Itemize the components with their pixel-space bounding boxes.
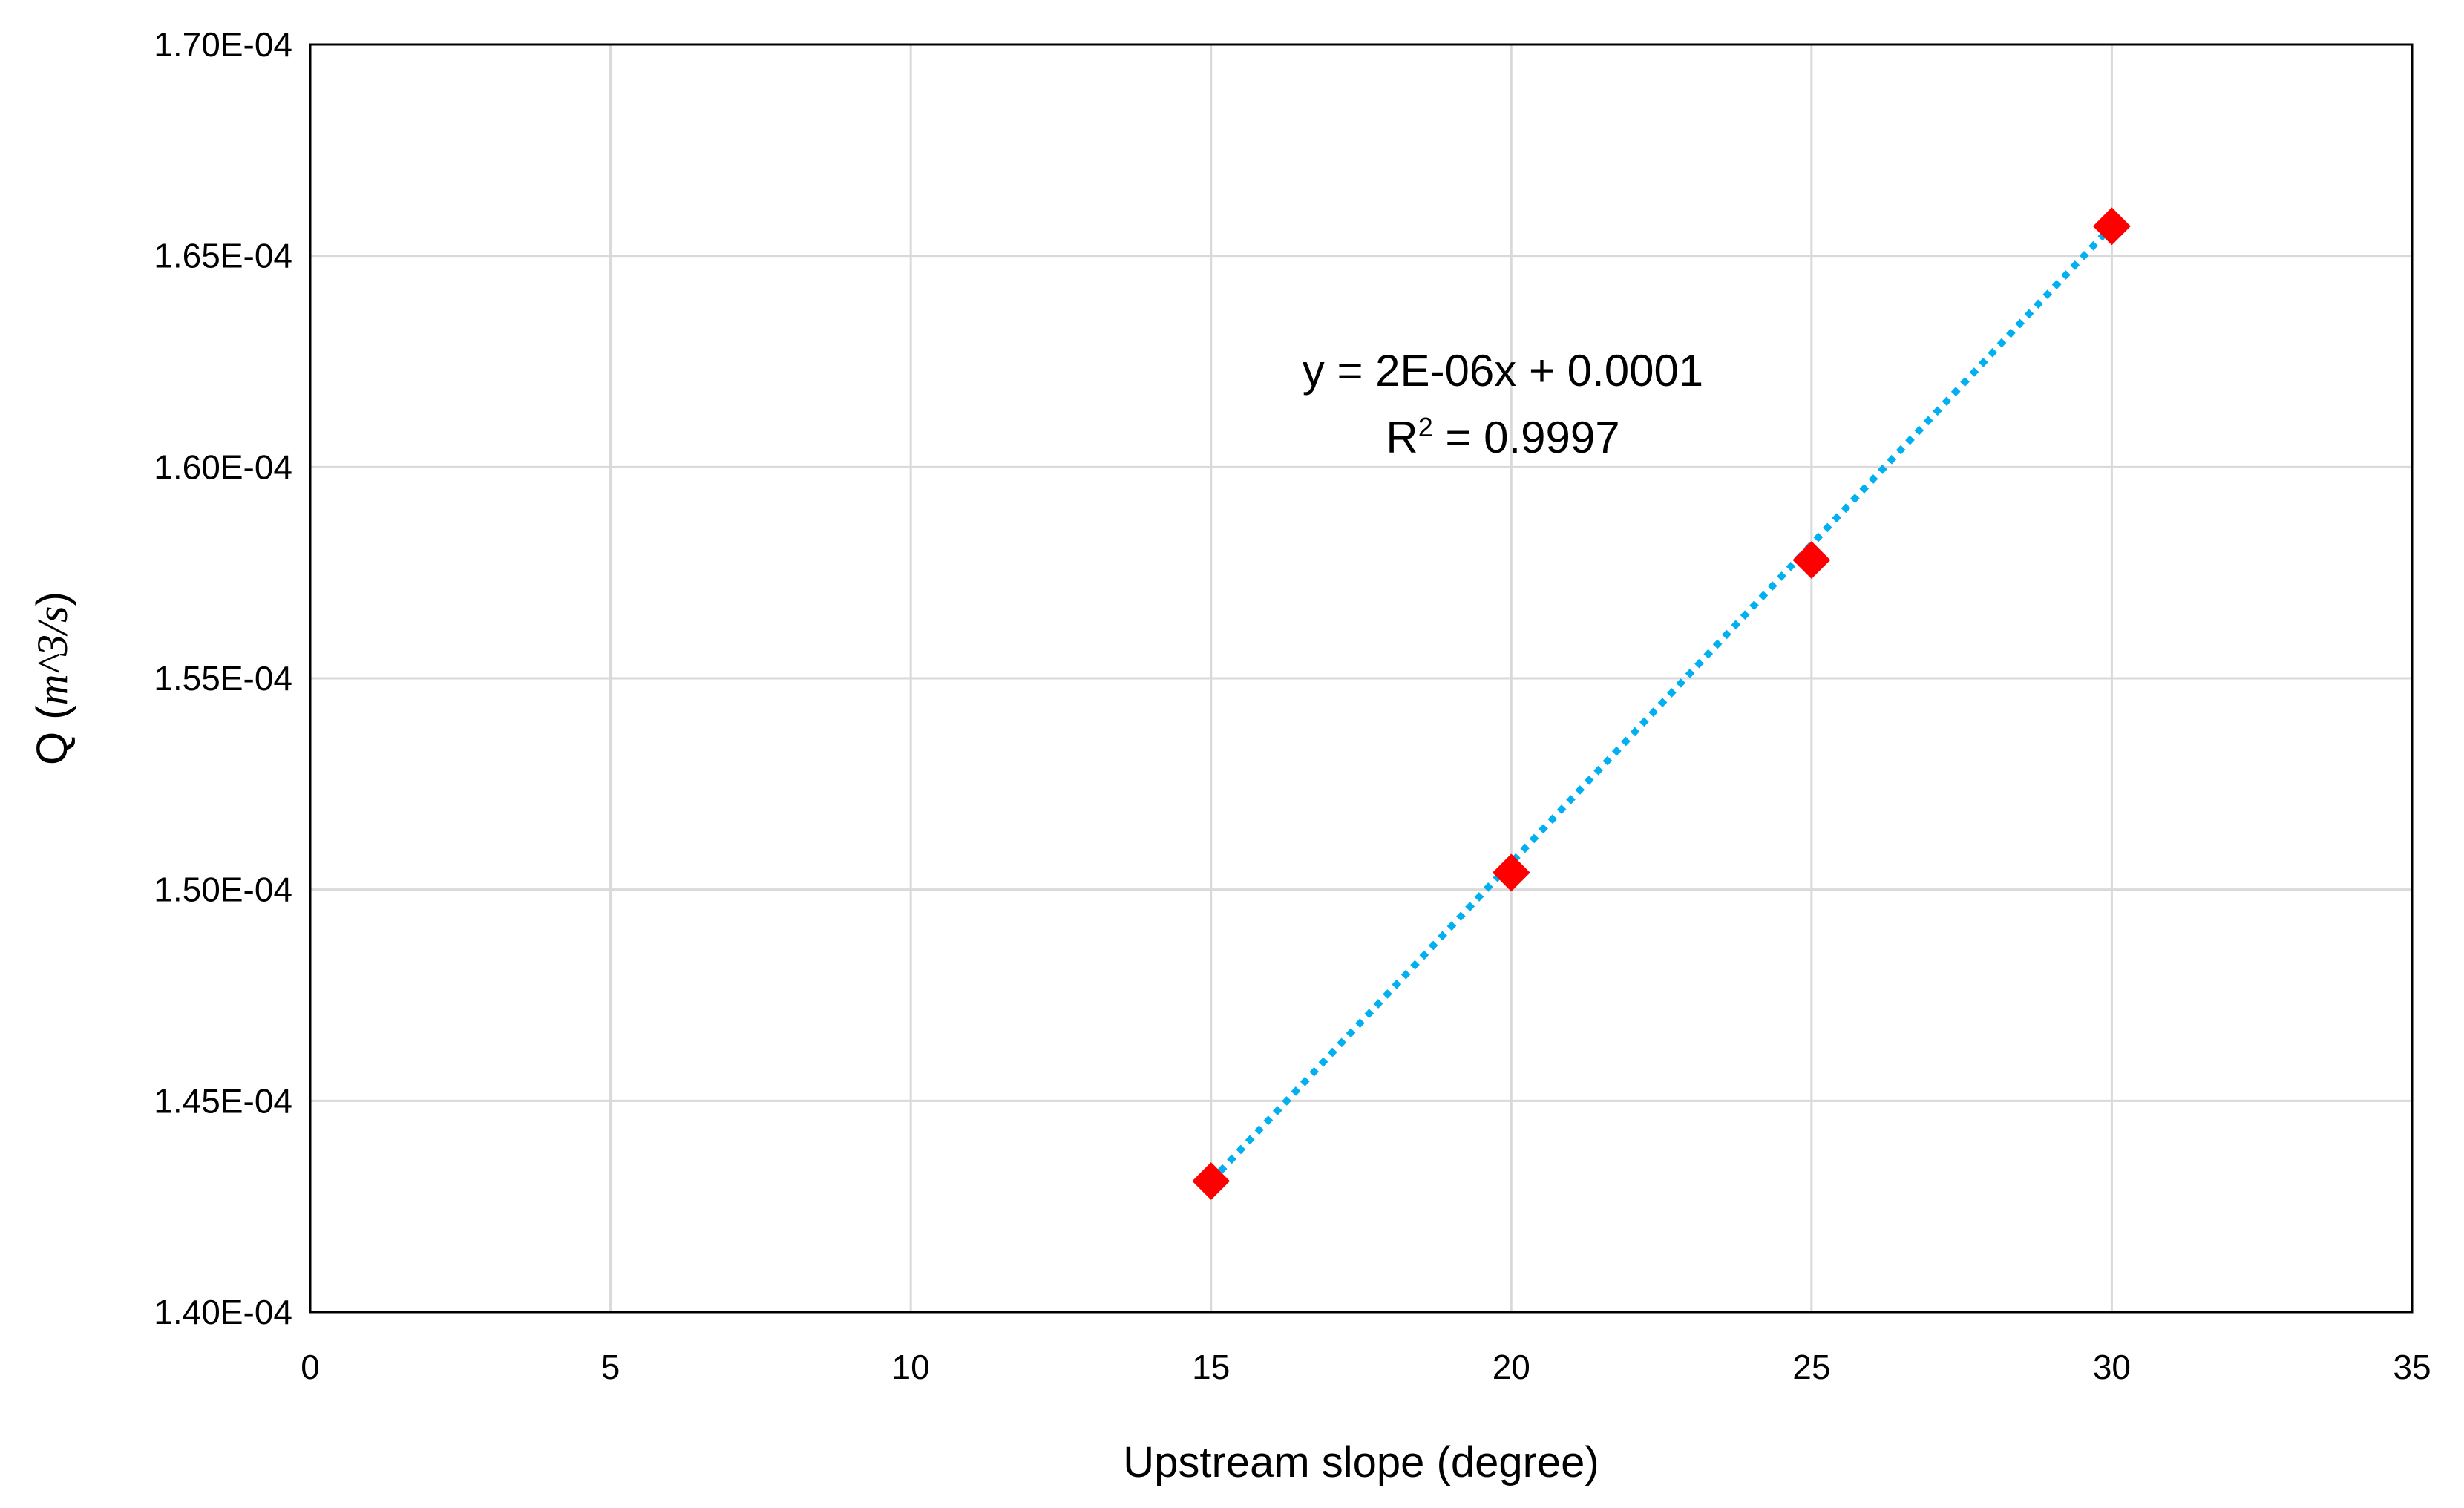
y-tick-label: 1.45E-04 [154, 1081, 292, 1120]
points-layer [1192, 207, 2131, 1200]
y-axis-title-suffix: ) [28, 591, 76, 606]
y-tick-label: 1.50E-04 [154, 871, 292, 909]
y-tick-label: 1.60E-04 [154, 448, 292, 486]
r-squared-superscript: 2 [1418, 412, 1433, 442]
y-tick-label: 1.65E-04 [154, 237, 292, 275]
trendline-layer [1208, 223, 2114, 1184]
y-tick-labels: 1.40E-04 1.45E-04 1.50E-04 1.55E-04 1.60E-04… [154, 25, 292, 1331]
x-tick-label: 30 [2093, 1348, 2131, 1386]
y-tick-label: 1.40E-04 [154, 1293, 292, 1331]
data-point [2093, 207, 2131, 246]
data-point [1492, 853, 1530, 892]
x-tick-label: 0 [301, 1348, 320, 1386]
y-axis-title: Q (m^3/s) [28, 591, 76, 765]
trendline-equation: y = 2E-06x + 0.0001 [1303, 346, 1703, 396]
x-tick-label: 5 [601, 1348, 620, 1386]
plot-frame [309, 43, 2414, 1314]
x-tick-label: 10 [892, 1348, 930, 1386]
x-axis-title: Upstream slope (degree) [1123, 1438, 1599, 1486]
y-axis-title-unit: m^3/s [28, 606, 76, 705]
data-point [1192, 1162, 1231, 1200]
grid-layer [309, 43, 2414, 1314]
x-tick-label: 25 [1792, 1348, 1830, 1386]
trendline [1208, 223, 2114, 1184]
r-squared-value: = 0.9997 [1433, 413, 1620, 462]
r-squared-prefix: R [1386, 413, 1418, 462]
trendline-r-squared: R2 = 0.9997 [1386, 412, 1619, 462]
x-tick-label: 20 [1493, 1348, 1530, 1386]
y-tick-label: 1.55E-04 [154, 659, 292, 698]
x-tick-label: 15 [1192, 1348, 1230, 1386]
data-point [1792, 541, 1831, 580]
y-axis-title-prefix: Q ( [28, 705, 76, 765]
x-tick-labels: 0 5 10 15 20 25 30 35 [301, 1348, 2431, 1386]
x-tick-label: 35 [2393, 1348, 2431, 1386]
y-tick-label: 1.70E-04 [154, 25, 292, 64]
